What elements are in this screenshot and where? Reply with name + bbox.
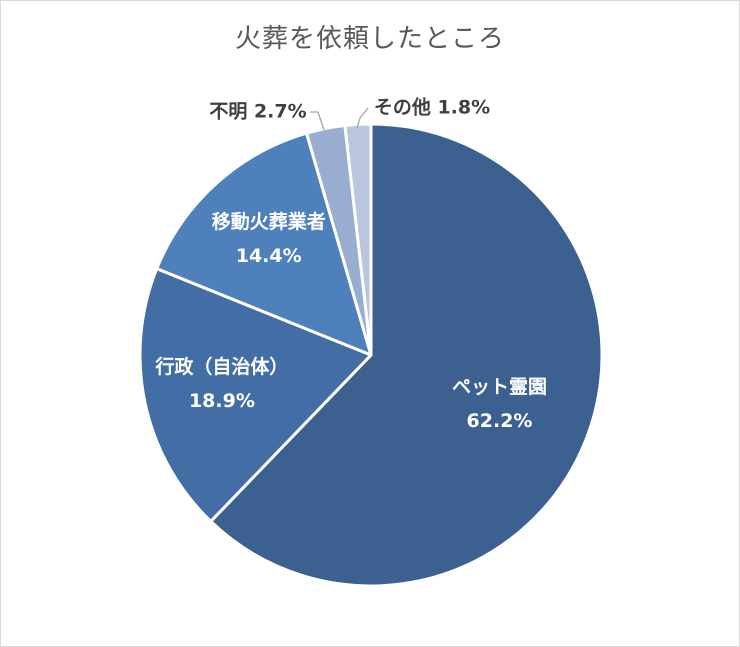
slice-name-mobile-cremation: 移動火葬業者 [212,210,326,233]
slice-value-mobile-cremation: 14.4% [236,245,302,267]
slice-name-pet-cemetery: ペット霊園 [452,376,547,398]
pie-slices [138,122,604,588]
leader-line-other [356,107,369,129]
slice-label-unknown: 不明 2.7% [209,101,306,123]
slice-label-other: その他 1.8% [374,96,490,119]
slice-pet-cemetery [209,122,604,588]
chart-title: 火葬を依頼したところ [234,24,505,54]
slice-mobile-cremation [155,131,373,357]
leader-line-unknown [310,111,325,131]
slice-value-municipality: 18.9% [189,390,255,412]
slice-value-pet-cemetery: 62.2% [467,410,533,432]
slice-name-municipality: 行政（自治体） [154,355,288,378]
slice-labels: ペット霊園 62.2% 行政（自治体） 18.9% 移動火葬業者 14.4% 不明 2.7%… [154,96,547,432]
leader-lines [310,107,369,131]
